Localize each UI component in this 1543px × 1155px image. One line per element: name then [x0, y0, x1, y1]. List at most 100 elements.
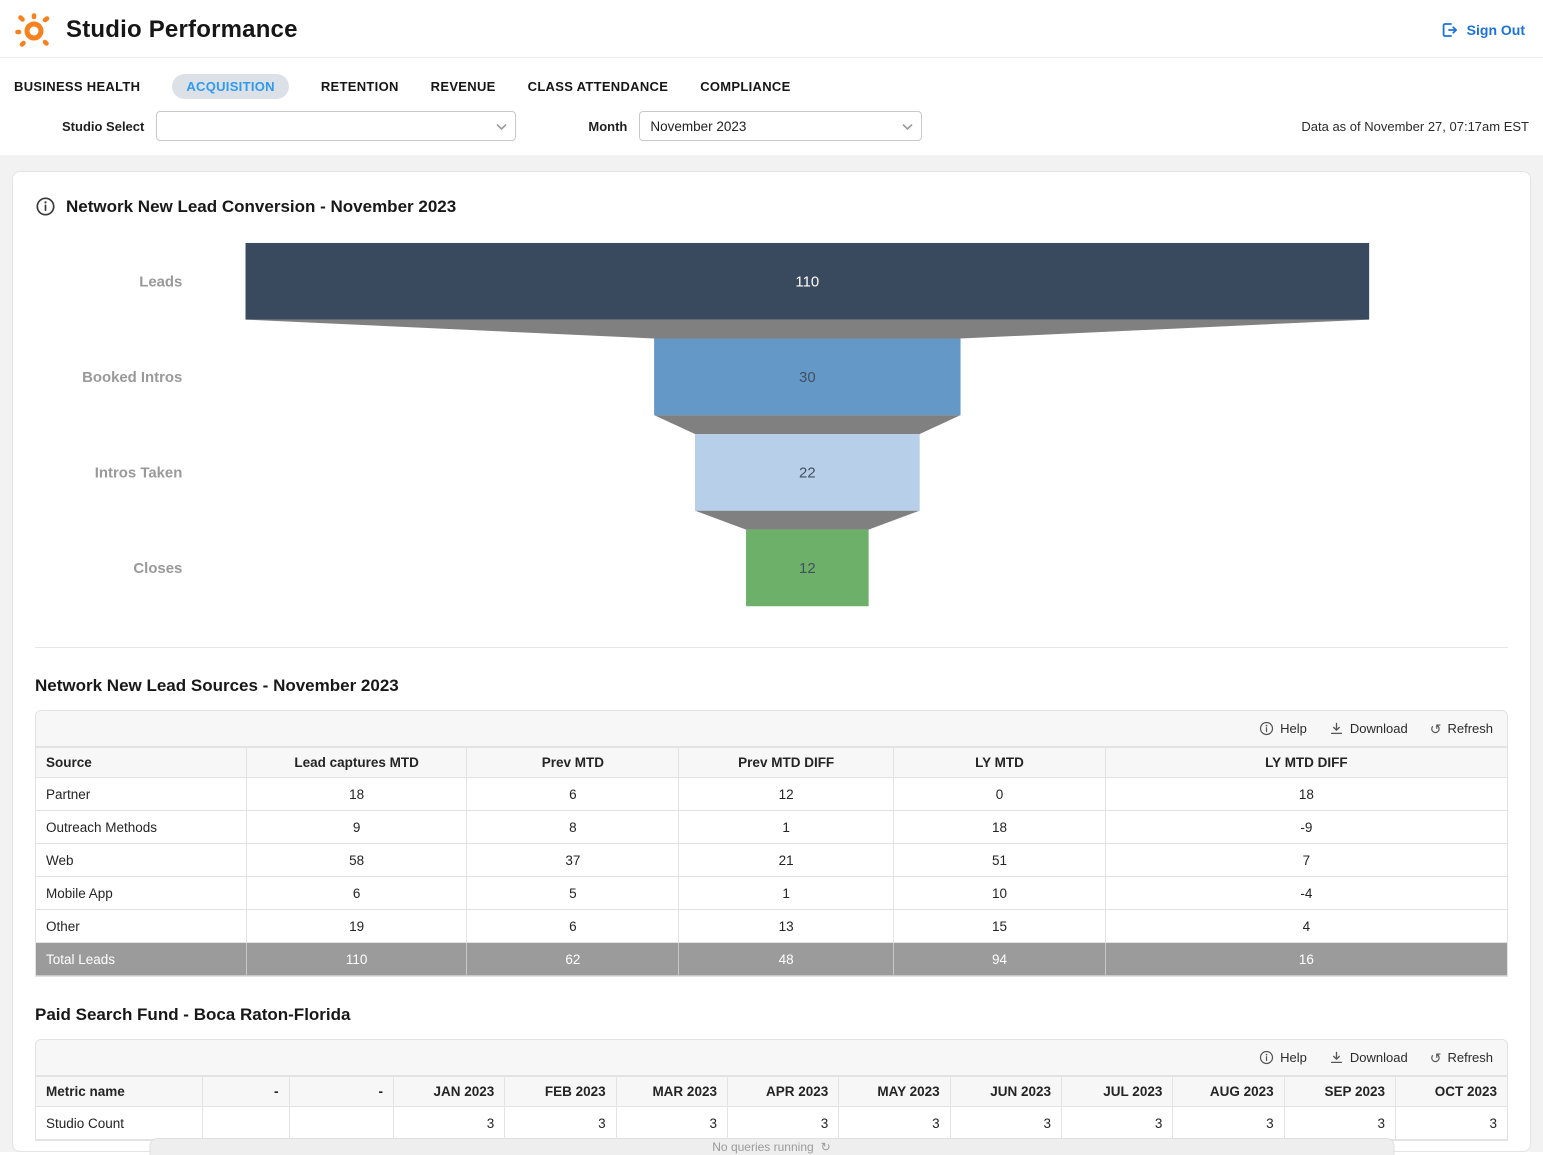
- paid-search-header-row: Metric name--JAN 2023FEB 2023MAR 2023APR…: [36, 1077, 1507, 1107]
- download-icon: [1329, 721, 1344, 736]
- table-cell: 51: [894, 844, 1106, 877]
- table-cell: 15: [894, 910, 1106, 943]
- table-cell: 21: [679, 844, 894, 877]
- section-divider: [35, 647, 1508, 648]
- funnel-value-leads: 110: [795, 273, 819, 290]
- table-cell: 110: [246, 943, 467, 976]
- lead-sources-body: Partner18612018Outreach Methods98118-9We…: [36, 778, 1507, 976]
- table-cell: Other: [36, 910, 246, 943]
- column-header: Metric name: [36, 1077, 202, 1107]
- table-cell: 10: [894, 877, 1106, 910]
- info-icon[interactable]: [35, 196, 56, 217]
- paid-search-title: Paid Search Fund - Boca Raton-Florida: [35, 1005, 1508, 1025]
- tab-retention[interactable]: RETENTION: [321, 74, 399, 99]
- table-cell: 94: [894, 943, 1106, 976]
- table-cell: 8: [467, 811, 679, 844]
- chevron-down-icon: [496, 119, 507, 134]
- table-cell: 48: [679, 943, 894, 976]
- query-status-bar: No queries running ↻: [149, 1138, 1394, 1155]
- table-cell: -4: [1105, 877, 1507, 910]
- help-icon: [1259, 1050, 1274, 1065]
- download-button[interactable]: Download: [1329, 721, 1408, 736]
- table-cell: 37: [467, 844, 679, 877]
- column-header: Source: [36, 748, 246, 778]
- table-cell: 3: [1173, 1107, 1284, 1140]
- table-cell: 18: [1105, 778, 1507, 811]
- column-header: OCT 2023: [1396, 1077, 1507, 1107]
- refresh-icon[interactable]: ↻: [821, 1140, 831, 1154]
- funnel-label-booked-intros: Booked Intros: [82, 369, 182, 386]
- help-button[interactable]: Help: [1259, 1050, 1307, 1065]
- table-cell: 4: [1105, 910, 1507, 943]
- table-cell: 9: [246, 811, 467, 844]
- tab-business-health[interactable]: BUSINESS HEALTH: [14, 74, 140, 99]
- table-row: Mobile App65110-4: [36, 877, 1507, 910]
- table-cell: [289, 1107, 393, 1140]
- table-row: Outreach Methods98118-9: [36, 811, 1507, 844]
- table-cell: 5: [467, 877, 679, 910]
- refresh-button[interactable]: ↺ Refresh: [1430, 1050, 1493, 1065]
- column-header: SEP 2023: [1284, 1077, 1395, 1107]
- refresh-icon: ↺: [1430, 722, 1442, 736]
- lead-sources-toolbar: Help Download ↺ Refresh: [36, 711, 1507, 747]
- column-header: JAN 2023: [393, 1077, 504, 1107]
- lead-sources-title: Network New Lead Sources - November 2023: [35, 676, 1508, 696]
- app-header: Studio Performance Sign Out: [0, 0, 1543, 58]
- table-cell: 18: [246, 778, 467, 811]
- table-cell: 3: [616, 1107, 727, 1140]
- table-cell: 1: [679, 811, 894, 844]
- download-icon: [1329, 1050, 1344, 1065]
- paid-search-toolbar: Help Download ↺ Refresh: [36, 1040, 1507, 1076]
- logout-icon: [1439, 20, 1459, 40]
- table-cell: [202, 1107, 289, 1140]
- column-header: -: [289, 1077, 393, 1107]
- content-area: Network New Lead Conversion - November 2…: [0, 155, 1543, 1152]
- column-header: JUN 2023: [950, 1077, 1061, 1107]
- month-dropdown[interactable]: November 2023: [639, 111, 922, 141]
- funnel-chart-container: 110Leads30Booked Intros22Intros Taken12C…: [35, 221, 1508, 615]
- column-header: LY MTD: [894, 748, 1106, 778]
- filter-row: Studio Select Month November 2023 Data a…: [0, 99, 1543, 155]
- paid-search-body: Studio Count3333333333: [36, 1107, 1507, 1140]
- funnel-connector: [695, 511, 920, 530]
- column-header: -: [202, 1077, 289, 1107]
- month-label: Month: [588, 119, 627, 134]
- table-cell: Studio Count: [36, 1107, 202, 1140]
- tab-compliance[interactable]: COMPLIANCE: [700, 74, 790, 99]
- table-cell: Mobile App: [36, 877, 246, 910]
- query-status-text: No queries running: [712, 1140, 813, 1154]
- studio-select-dropdown[interactable]: [156, 111, 516, 141]
- refresh-button[interactable]: ↺ Refresh: [1430, 721, 1493, 736]
- funnel-value-closes: 12: [799, 560, 816, 577]
- funnel-label-intros-taken: Intros Taken: [95, 464, 183, 481]
- column-header: AUG 2023: [1173, 1077, 1284, 1107]
- help-button[interactable]: Help: [1259, 721, 1307, 736]
- download-button[interactable]: Download: [1329, 1050, 1408, 1065]
- sign-out-button[interactable]: Sign Out: [1439, 20, 1525, 40]
- month-value: November 2023: [650, 119, 746, 134]
- table-cell: 3: [727, 1107, 838, 1140]
- main-card: Network New Lead Conversion - November 2…: [12, 171, 1531, 1152]
- table-cell: 13: [679, 910, 894, 943]
- table-cell: 3: [393, 1107, 504, 1140]
- table-cell: 7: [1105, 844, 1507, 877]
- funnel-connector: [654, 415, 960, 434]
- table-cell: 6: [467, 778, 679, 811]
- tab-revenue[interactable]: REVENUE: [431, 74, 496, 99]
- table-row: Web583721517: [36, 844, 1507, 877]
- tab-acquisition[interactable]: ACQUISITION: [172, 74, 289, 99]
- funnel-connector: [246, 320, 1370, 339]
- tab-class-attendance[interactable]: CLASS ATTENDANCE: [528, 74, 669, 99]
- column-header: Lead captures MTD: [246, 748, 467, 778]
- column-header: FEB 2023: [505, 1077, 616, 1107]
- table-row: Studio Count3333333333: [36, 1107, 1507, 1140]
- column-header: MAR 2023: [616, 1077, 727, 1107]
- table-cell: 58: [246, 844, 467, 877]
- orangetheory-logo-icon: [14, 10, 54, 50]
- data-as-of-text: Data as of November 27, 07:17am EST: [1301, 119, 1529, 134]
- chevron-down-icon: [902, 119, 913, 134]
- lead-sources-table-card: Help Download ↺ Refresh SourceLead captu…: [35, 710, 1508, 977]
- table-cell: 0: [894, 778, 1106, 811]
- table-cell: 3: [505, 1107, 616, 1140]
- table-cell: 6: [246, 877, 467, 910]
